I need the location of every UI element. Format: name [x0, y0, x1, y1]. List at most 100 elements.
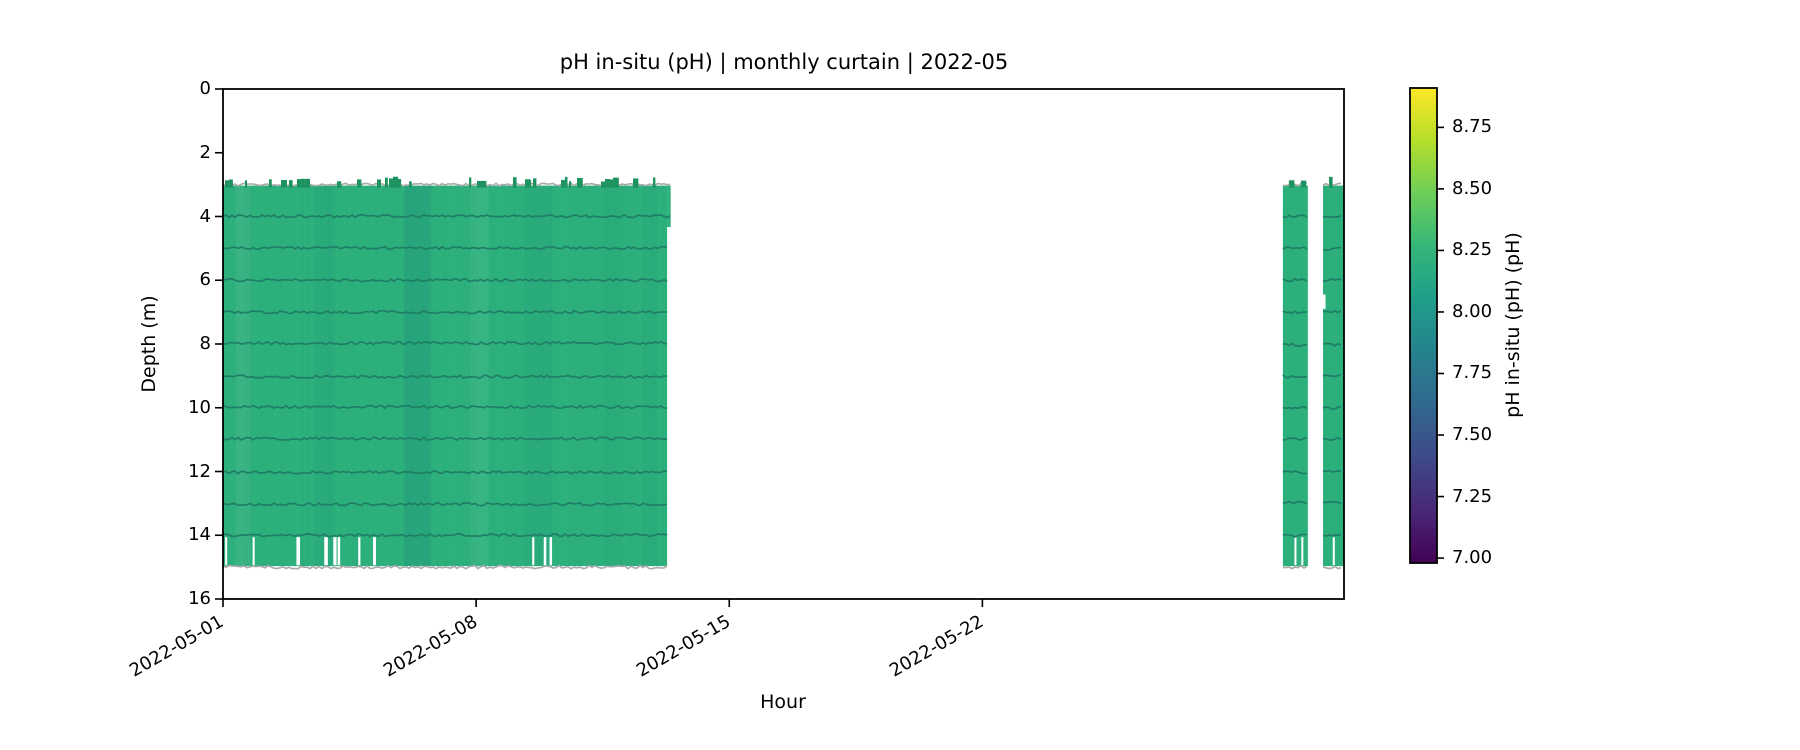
surface-mark: [337, 181, 342, 188]
sensor-trace-line: [1322, 373, 1342, 378]
texture-column: [463, 186, 466, 567]
surface-mark: [565, 176, 568, 188]
sensor-trace-line: [1282, 374, 1307, 379]
surface-mark: [301, 178, 305, 188]
texture-column: [634, 186, 637, 567]
texture-column: [382, 186, 385, 567]
surface-mark: [1300, 180, 1307, 188]
surface-mark: [281, 179, 287, 188]
surface-mark: [577, 177, 583, 188]
sensor-trace-line: [1322, 246, 1342, 251]
x-axis-label: Hour: [760, 691, 806, 713]
data-gap: [373, 537, 376, 566]
texture-column: [259, 186, 262, 567]
texture-column: [406, 185, 409, 567]
surface-mark: [377, 179, 382, 188]
data-gap: [358, 537, 361, 566]
surface-mark: [409, 181, 412, 188]
sensor-trace-line: [222, 532, 668, 538]
texture-column: [391, 186, 394, 567]
sensor-trace-line: [1282, 405, 1308, 410]
sensor-trace-line: [223, 374, 668, 379]
surface-mark: [561, 179, 566, 188]
texture-column: [295, 186, 298, 567]
texture-column: [667, 186, 670, 567]
sensor-trace-line: [222, 214, 671, 219]
sensor-trace-line: [1322, 500, 1342, 505]
surface-mark: [1288, 180, 1295, 188]
bottom-boundary-line: [1282, 564, 1308, 570]
texture-column: [637, 186, 640, 567]
data-gap: [549, 537, 553, 566]
surface-mark: [1329, 176, 1333, 188]
texture-column: [256, 186, 259, 567]
sensor-trace-line: [222, 309, 668, 315]
texture-column: [589, 186, 592, 567]
texture-column: [1298, 186, 1301, 567]
sensor-trace-line: [222, 277, 668, 283]
y-tick-label: 12: [188, 460, 211, 482]
y-tick-label: 10: [188, 396, 211, 418]
shade-band: [404, 185, 431, 567]
surface-mark: [269, 179, 272, 188]
colorbar-tick-label: 8.75: [1452, 116, 1493, 138]
surface-mark: [569, 181, 572, 188]
surface-mark: [609, 179, 614, 188]
surface-mark: [305, 178, 311, 188]
colorbar-label: pH in-situ (pH) (pH): [1502, 232, 1524, 418]
surface-mark: [357, 179, 362, 188]
sensor-trace-line: [1282, 310, 1307, 315]
texture-column: [253, 186, 256, 567]
texture-column: [658, 186, 661, 567]
surface-mark: [389, 178, 394, 188]
colorbar-tick-label: 7.75: [1452, 362, 1493, 384]
surface-mark: [225, 180, 230, 188]
texture-column: [520, 186, 523, 567]
data-gap: [296, 537, 301, 566]
sensor-trace-line: [1322, 533, 1342, 537]
surface-mark: [289, 180, 293, 188]
y-tick-label: 6: [199, 269, 211, 291]
bottom-boundary-line: [1322, 565, 1342, 570]
data-gap: [1294, 537, 1297, 566]
bottom-boundary-line: [222, 564, 668, 570]
colorbar-tick-label: 7.25: [1452, 485, 1493, 507]
surface-mark: [385, 177, 388, 188]
texture-column: [250, 185, 253, 567]
data-gap: [252, 537, 255, 566]
surface-mark: [469, 177, 472, 188]
data-gap: [333, 537, 337, 566]
surface-mark: [533, 178, 537, 188]
y-tick-label: 4: [199, 205, 211, 227]
colorbar-tick-label: 8.25: [1452, 239, 1493, 261]
sensor-trace-line: [1322, 277, 1342, 282]
sensor-trace-line: [1322, 215, 1342, 219]
sensor-trace-line: [1282, 277, 1308, 283]
surface-mark: [297, 179, 302, 188]
surface-mark: [229, 179, 233, 188]
texture-column: [304, 186, 307, 567]
sensor-trace-line: [1322, 469, 1342, 473]
texture-column: [502, 186, 505, 567]
sensor-trace-line: [1322, 405, 1342, 411]
texture-column: [286, 186, 289, 567]
sensor-trace-line: [222, 470, 668, 475]
texture-column: [1295, 186, 1298, 567]
surface-mark: [477, 180, 483, 188]
surface-mark: [613, 177, 619, 188]
sensor-trace-line: [1322, 309, 1342, 314]
surface-mark: [397, 179, 402, 188]
texture-column: [301, 186, 304, 567]
data-gap: [1301, 537, 1304, 566]
y-tick-label: 8: [199, 333, 211, 354]
texture-column: [379, 186, 382, 567]
surface-mark: [245, 180, 248, 188]
sensor-trace-line: [222, 436, 668, 441]
colorbar-tick-label: 7.50: [1452, 424, 1493, 446]
data-gap: [1332, 537, 1335, 566]
texture-column: [592, 186, 595, 567]
texture-column: [466, 186, 469, 567]
colorbar-tick-label: 8.00: [1452, 300, 1493, 322]
